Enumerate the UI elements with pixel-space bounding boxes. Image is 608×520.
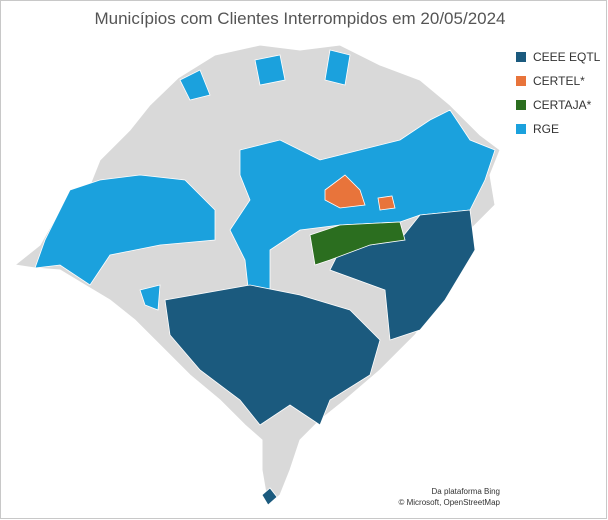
legend-label: CERTAJA*	[533, 98, 592, 112]
rge-area	[324, 49, 351, 86]
legend-swatch	[516, 52, 526, 62]
rge-area	[139, 284, 161, 311]
ceee-area	[261, 487, 278, 506]
ceee-area	[164, 284, 381, 426]
certaja-area	[309, 221, 406, 266]
attribution: © Microsoft, OpenStreetMap	[399, 498, 501, 507]
legend-swatch	[516, 76, 526, 86]
certel-area	[377, 195, 396, 211]
certel-area	[324, 174, 366, 209]
legend-label: RGE	[533, 122, 559, 136]
rge-area	[179, 69, 211, 101]
legend: CEEE EQTL CERTEL* CERTAJA* RGE	[516, 50, 601, 136]
legend-swatch	[516, 124, 526, 134]
legend-swatch	[516, 100, 526, 110]
attribution: Da plataforma Bing	[432, 487, 500, 496]
legend-label: CEEE EQTL	[533, 50, 601, 64]
rge-area	[254, 54, 286, 86]
map-title: Municípios com Clientes Interrompidos em…	[94, 9, 505, 28]
rge-area	[34, 174, 216, 286]
legend-label: CERTEL*	[533, 74, 585, 88]
